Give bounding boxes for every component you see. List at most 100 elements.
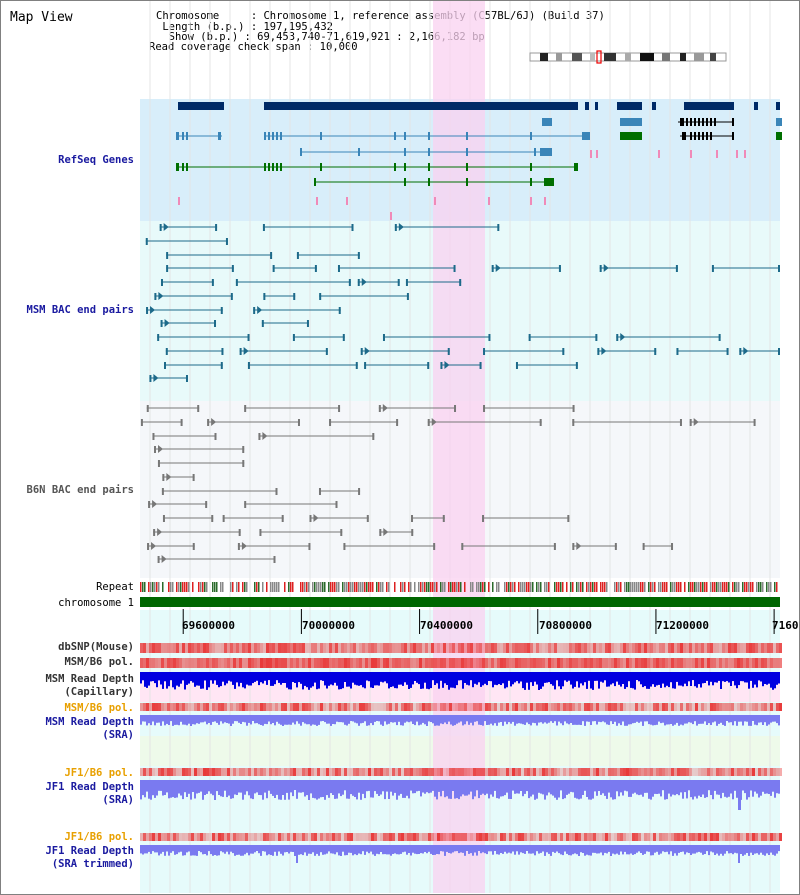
- msm-b6-pol-cell: [524, 658, 527, 668]
- msm-sra-depth-bar: [460, 715, 462, 722]
- jf1-b6-pol-cell: [389, 768, 392, 776]
- jf1-b6-pol2-cell: [416, 833, 419, 841]
- repeat-mark: [518, 582, 520, 592]
- jf1-sra-depth-bar: [482, 780, 484, 794]
- dbsnp-cell: [470, 643, 473, 653]
- msm-capillary-depth-bar: [426, 672, 428, 689]
- gene-blue-exon: [264, 132, 266, 140]
- jf1-trimmed-depth-bar: [768, 845, 770, 855]
- repeat-mark: [528, 582, 530, 592]
- jf1-trimmed-depth-bar: [634, 845, 636, 855]
- jf1-b6-pol-cell: [140, 768, 143, 776]
- msm-b6-pol-cell: [170, 658, 173, 668]
- msm-pair-end: [497, 224, 500, 231]
- repeat-mark: [706, 582, 708, 592]
- msm-sra-depth-bar: [326, 715, 328, 724]
- jf1-trimmed-depth-bar: [454, 845, 456, 852]
- jf1-sra-depth-bar: [422, 780, 424, 793]
- jf1-sra-depth-bar: [164, 780, 166, 795]
- jf1-sra-depth-bar: [260, 780, 262, 796]
- msm-sra-depth-bar: [268, 715, 270, 722]
- jf1-trimmed-depth-bar: [440, 845, 442, 852]
- jf1-b6-pol-cell: [221, 768, 224, 776]
- msm-capillary-depth-bar: [242, 672, 244, 688]
- msm-capillary-depth-bar: [474, 672, 476, 684]
- msm-sra-depth-bar: [742, 715, 744, 726]
- jf1-trimmed-depth-bar: [612, 845, 614, 854]
- jf1-sra-depth-bar: [236, 780, 238, 795]
- jf1-trimmed-depth-bar: [740, 845, 742, 854]
- msm-pair-end: [319, 293, 322, 300]
- msm-capillary-depth-bar: [416, 672, 418, 683]
- jf1-b6-pol2-cell: [236, 833, 239, 841]
- msm-sra-depth-bar: [644, 715, 646, 722]
- msm-b6-pol-cell: [329, 658, 332, 668]
- msm-b6-pol-cell: [251, 658, 254, 668]
- msm-sra-depth-bar: [354, 715, 356, 723]
- msm-sra-depth-bar: [770, 715, 772, 723]
- msm-capillary-depth-bar: [480, 672, 482, 687]
- jf1-trimmed-depth-bar: [524, 845, 526, 854]
- msm-b6-pol2-cell: [482, 703, 485, 711]
- jf1-b6-pol-cell: [311, 768, 314, 776]
- jf1-trimmed-depth-bar: [358, 845, 360, 854]
- repeat-mark: [274, 582, 276, 592]
- dbsnp-cell: [221, 643, 224, 653]
- repeat-mark: [726, 582, 728, 592]
- jf1-b6-pol-cell: [272, 768, 275, 776]
- msm-capillary-depth-bar: [248, 672, 250, 686]
- msm-b6-pol2-cell: [242, 703, 245, 711]
- msm-b6-pol-cell: [584, 658, 587, 668]
- b6n-pair-end: [671, 543, 674, 550]
- jf1-b6-pol-cell: [539, 768, 542, 776]
- msm-pair-arrow: [364, 347, 370, 355]
- msm-sra-depth-bar: [646, 715, 648, 722]
- jf1-sra-depth-bar: [624, 780, 626, 791]
- msm-pair-end: [221, 348, 224, 355]
- jf1-sra-depth-bar: [690, 780, 692, 798]
- jf1-b6-pol-cell: [629, 768, 632, 776]
- msm-b6-pol2-cell: [206, 703, 209, 711]
- msm-b6-pol-cell: [230, 658, 233, 668]
- msm-capillary-depth-bar: [274, 672, 276, 685]
- msm-capillary-depth-bar: [454, 672, 456, 689]
- msm-sra-depth-bar: [352, 715, 354, 722]
- msm-capillary-depth-bar: [142, 672, 144, 681]
- msm-sra-depth-bar: [660, 715, 662, 724]
- jf1-b6-pol2-cell: [485, 833, 488, 841]
- msm-b6-pol2-cell: [770, 703, 773, 711]
- msm-b6-pol-cell: [431, 658, 434, 668]
- jf1-b6-pol-cell: [560, 768, 563, 776]
- msm-capillary-depth-bar: [522, 672, 524, 689]
- gene-blue-exon: [276, 132, 278, 140]
- jf1-sra-depth-bar: [514, 780, 516, 794]
- dbsnp-cell: [602, 643, 605, 653]
- jf1-depth-sra-label: JF1 Read Depth: [45, 781, 134, 793]
- jf1-sra-depth-bar: [686, 780, 688, 799]
- jf1-b6-pol2-cell: [446, 833, 449, 841]
- jf1-depth-trim-label: JF1 Read Depth: [45, 845, 134, 857]
- jf1-sra-depth-bar: [430, 780, 432, 793]
- jf1-b6-pol-cell: [173, 768, 176, 776]
- jf1-b6-pol-cell: [686, 768, 689, 776]
- jf1-sra-depth-bar: [720, 780, 722, 799]
- msm-b6-pol2-cell: [509, 703, 512, 711]
- jf1-trimmed-depth-bar: [274, 845, 276, 852]
- msm-pair-arrow: [163, 223, 169, 231]
- repeat-mark: [322, 582, 324, 592]
- msm-sra-depth-bar: [478, 715, 480, 725]
- jf1-trimmed-depth-bar: [720, 845, 722, 854]
- msm-b6-pol-cell: [596, 658, 599, 668]
- msm-b6-pol-cell: [548, 658, 551, 668]
- msm-capillary-depth-bar: [614, 672, 616, 687]
- jf1-b6-pol-cell: [440, 768, 443, 776]
- dbsnp-cell: [635, 643, 638, 653]
- jf1-b6-pol2-cell: [443, 833, 446, 841]
- msm-b6-pol2-cell: [197, 703, 200, 711]
- msm-sra-depth-bar: [240, 715, 242, 724]
- jf1-trimmed-depth-bar: [486, 845, 488, 855]
- msm-capillary-depth-bar: [718, 672, 720, 681]
- jf1-sra-depth-bar: [234, 780, 236, 795]
- jf1-b6-pol2-cell: [194, 833, 197, 841]
